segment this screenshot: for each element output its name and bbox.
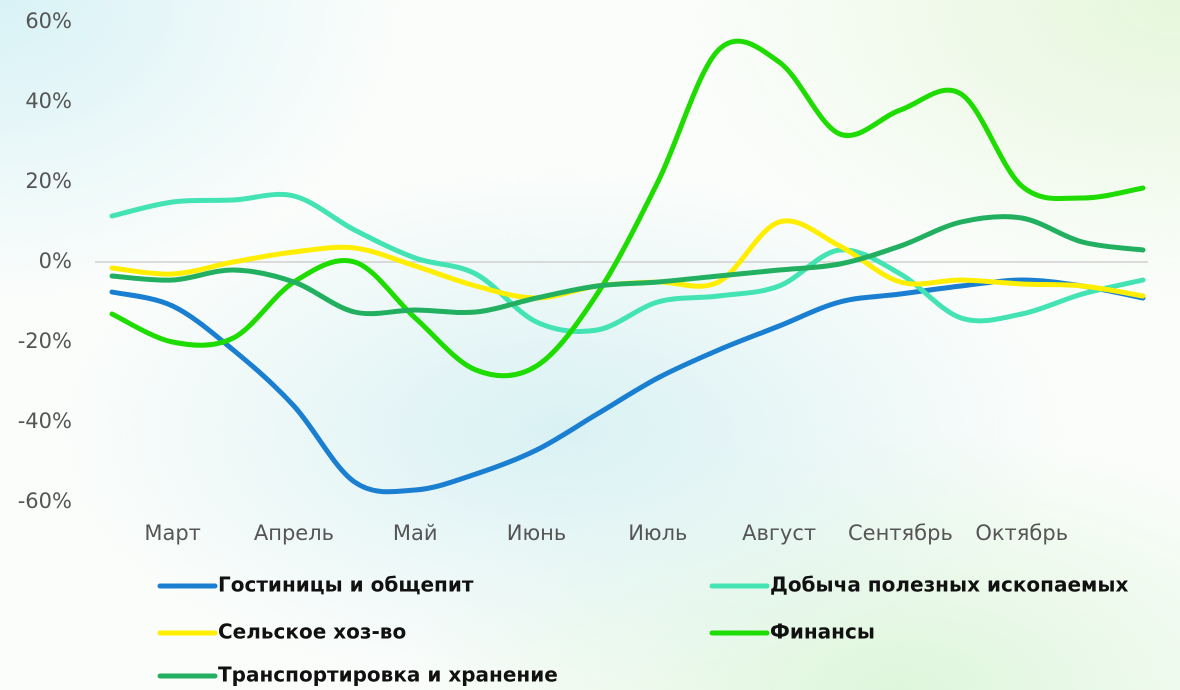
- series-line: [109, 218, 1146, 301]
- legend-label: Сельское хоз-во: [218, 620, 406, 644]
- series-line: [109, 214, 1146, 317]
- y-tick-label: -20%: [18, 329, 72, 353]
- x-tick-label: Август: [742, 521, 816, 545]
- legend-label: Гостиницы и общепит: [218, 573, 474, 597]
- y-tick-label: -40%: [18, 409, 72, 433]
- series-line: [109, 38, 1146, 379]
- y-tick-label: -60%: [18, 489, 72, 513]
- series-line: [109, 277, 1146, 495]
- x-tick-label: Июль: [628, 521, 687, 545]
- x-tick-label: Апрель: [254, 521, 334, 545]
- x-tick-label: Сентябрь: [848, 521, 953, 545]
- legend-label: Финансы: [770, 620, 875, 644]
- series-line: [109, 191, 1146, 334]
- x-tick-label: Июнь: [507, 521, 567, 545]
- x-tick-label: Май: [393, 521, 438, 545]
- y-tick-label: 40%: [25, 89, 72, 113]
- legend-label: Добыча полезных ископаемых: [770, 573, 1128, 597]
- x-tick-label: Октябрь: [975, 521, 1068, 545]
- y-tick-label: 60%: [25, 9, 72, 33]
- y-tick-label: 20%: [25, 169, 72, 193]
- legend-label: Транспортировка и хранение: [218, 663, 558, 687]
- x-tick-label: Март: [144, 521, 201, 545]
- y-tick-label: 0%: [39, 249, 72, 273]
